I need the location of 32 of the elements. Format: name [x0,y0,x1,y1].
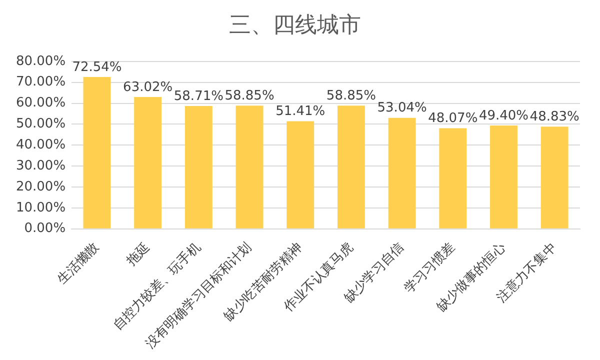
y-tick-label: 20.00% [16,179,66,194]
bar [236,106,264,228]
data-label: 72.54% [72,60,122,75]
bar [540,126,568,228]
data-label: 58.71% [174,88,224,104]
chart-title: 三、四线城市 [229,12,361,38]
y-tick-label: 30.00% [16,158,66,174]
data-label: 48.83% [530,110,580,125]
y-tick-label: 70.00% [16,74,66,90]
data-label: 51.41% [276,104,326,120]
bar [490,125,518,228]
bar [439,128,467,228]
bar [337,106,365,228]
bar [83,77,111,228]
bar [286,121,314,228]
y-tick-label: 10.00% [16,200,66,216]
bar [134,96,162,228]
x-tick-label: 拖延 [123,240,154,270]
y-tick-label: 60.00% [16,96,66,111]
data-label: 49.40% [478,108,529,124]
data-label: 53.04% [377,100,427,116]
y-tick-label: 0.00% [24,221,66,236]
x-tick-label: 生活懒散 [54,240,102,288]
data-label: 58.85% [326,88,376,104]
y-tick-label: 50.00% [16,116,66,132]
bar [184,106,212,228]
y-tick-label: 80.00% [16,54,66,69]
bar [388,118,416,228]
data-label: 58.85% [224,88,274,104]
y-tick-label: 40.00% [16,138,66,152]
data-label: 63.02% [123,80,173,95]
data-label: 48.07% [428,111,478,126]
